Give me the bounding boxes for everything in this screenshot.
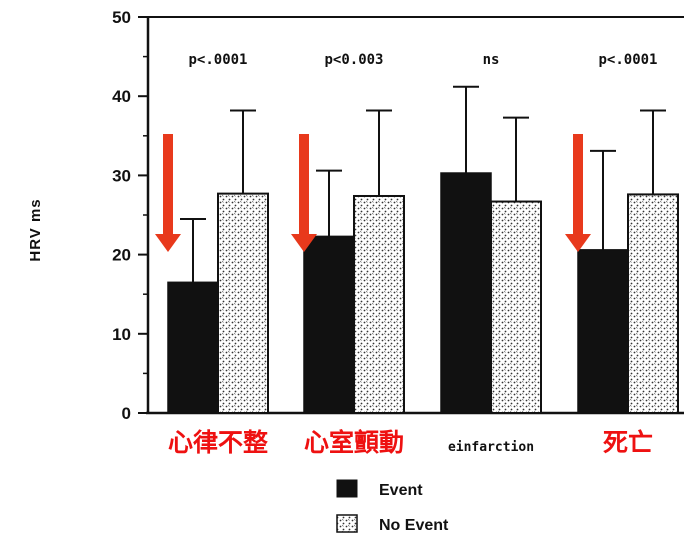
legend-swatch-event [336, 479, 358, 498]
y-tick-label: 10 [112, 325, 131, 344]
x-tick-label: 心室顫動 [304, 428, 404, 457]
bar-event [577, 249, 629, 414]
bar-event [167, 281, 219, 414]
arrow-head [291, 234, 317, 252]
p-value-label: p<.0001 [598, 52, 657, 68]
y-tick-label: 50 [112, 8, 131, 27]
arrow-shaft [299, 134, 309, 236]
arrow-shaft [163, 134, 173, 236]
x-tick-label: einfarction [448, 440, 534, 455]
legend-label-no-event: No Event [379, 517, 449, 534]
bar-event [303, 235, 355, 414]
bar-no-event [353, 194, 405, 414]
y-tick-label: 30 [112, 166, 131, 185]
bar-event [440, 172, 492, 414]
legend-label-event: Event [379, 482, 423, 499]
y-axis-label: HRV ms [27, 198, 44, 261]
arrow-head [565, 234, 591, 252]
p-value-label: p<0.003 [324, 52, 383, 68]
y-tick-label: 20 [112, 246, 131, 265]
arrow-head [155, 234, 181, 252]
p-value-label: p<.0001 [188, 52, 247, 68]
x-tick-label: 心律不整 [168, 428, 268, 457]
bar-no-event [490, 200, 542, 414]
y-tick-label: 40 [112, 87, 131, 106]
arrow-shaft [573, 134, 583, 236]
bar-no-event [217, 192, 269, 414]
p-value-label: ns [483, 52, 500, 68]
legend-swatch-no-event [336, 514, 358, 533]
x-tick-label: 死亡 [603, 428, 653, 457]
bar-no-event [627, 193, 679, 414]
y-tick-label: 0 [122, 404, 131, 423]
